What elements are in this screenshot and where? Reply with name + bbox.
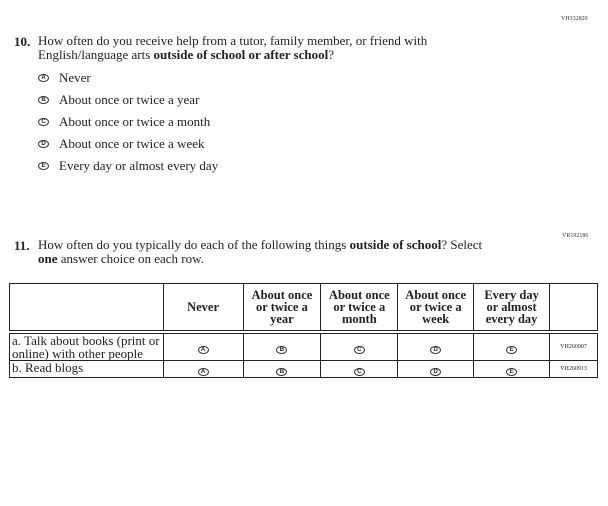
question-emphasis: one [38, 251, 58, 266]
answer-bubble-icon[interactable]: E [506, 346, 518, 354]
answer-bubble-icon[interactable]: D [430, 368, 442, 376]
answer-bubble-icon[interactable]: B [276, 346, 288, 354]
question-emphasis: outside of school or after school [153, 47, 329, 62]
answer-cell[interactable]: B [242, 331, 322, 361]
answer-cell[interactable]: A [162, 360, 244, 378]
question-line: answer choice on each row. [57, 251, 204, 266]
answer-bubble-icon[interactable]: A [197, 346, 209, 354]
answer-cell[interactable]: E [473, 331, 551, 361]
question-text: How often do you typically do each of th… [38, 238, 482, 266]
table-row: b. Read blogs A B C D E VH260913 [9, 360, 598, 378]
row-label: a. Talk about books (print or online) wi… [9, 331, 164, 361]
option-label: About once or twice a week [59, 136, 205, 151]
answer-option[interactable]: C About once or twice a month [38, 114, 210, 130]
answer-cell[interactable]: D [397, 331, 475, 361]
answer-bubble-icon[interactable]: E [506, 368, 518, 376]
answer-option[interactable]: B About once or twice a year [38, 92, 199, 108]
answer-cell[interactable]: C [320, 360, 399, 378]
row-label: b. Read blogs [9, 360, 164, 378]
answer-cell[interactable]: D [397, 360, 475, 378]
option-label: Every day or almost every day [59, 158, 219, 173]
header-cell-empty [549, 283, 598, 334]
question-punct: ? [328, 47, 334, 62]
question-number: 11. [14, 238, 30, 253]
row-item-id: VH260907 [549, 331, 598, 361]
answer-cell[interactable]: C [320, 331, 399, 361]
header-cell-empty [9, 283, 164, 334]
answer-bubble-icon[interactable]: B [276, 368, 288, 376]
column-header: About once or twice a month [320, 283, 399, 334]
answer-grid: Never About once or twice a year About onc… [9, 283, 598, 378]
option-label: About once or twice a year [59, 92, 200, 107]
question-text: How often do you receive help from a tut… [38, 34, 427, 62]
option-label: About once or twice a month [59, 114, 211, 129]
column-header: About once or twice a week [397, 283, 475, 334]
answer-bubble-icon[interactable]: B [38, 96, 49, 104]
column-header: Every day or almost every day [473, 283, 551, 334]
question-emphasis: outside of school [349, 237, 442, 252]
question-line: ? Select [441, 237, 483, 252]
answer-bubble-icon[interactable]: D [430, 346, 442, 354]
question-line: How often do you receive help from a tut… [38, 33, 428, 48]
answer-bubble-icon[interactable]: C [38, 118, 49, 126]
item-id: VR192186 [562, 233, 589, 239]
question-number: 10. [14, 34, 31, 49]
answer-cell[interactable]: E [473, 360, 551, 378]
answer-option[interactable]: E Every day or almost every day [38, 158, 218, 174]
table-row: a. Talk about books (print or online) wi… [9, 331, 598, 361]
answer-cell[interactable]: B [242, 360, 322, 378]
question-line: English/language arts [38, 47, 154, 62]
answer-bubble-icon[interactable]: C [353, 368, 365, 376]
option-label: Never [59, 70, 91, 85]
item-id: VH332820 [561, 16, 588, 22]
answer-bubble-icon[interactable]: C [353, 346, 365, 354]
answer-bubble-icon[interactable]: E [38, 162, 49, 170]
answer-option[interactable]: A Never [38, 70, 91, 86]
answer-option[interactable]: D About once or twice a week [38, 136, 204, 152]
column-header: Never [162, 283, 244, 334]
row-item-id: VH260913 [549, 360, 598, 378]
answer-cell[interactable]: A [162, 331, 244, 361]
answer-bubble-icon[interactable]: D [38, 140, 49, 148]
column-header: About once or twice a year [242, 283, 322, 334]
question-line: How often do you typically do each of th… [38, 237, 350, 252]
answer-bubble-icon[interactable]: A [197, 368, 209, 376]
answer-bubble-icon[interactable]: A [38, 74, 49, 82]
header-row: Never About once or twice a year About onc… [9, 283, 598, 334]
